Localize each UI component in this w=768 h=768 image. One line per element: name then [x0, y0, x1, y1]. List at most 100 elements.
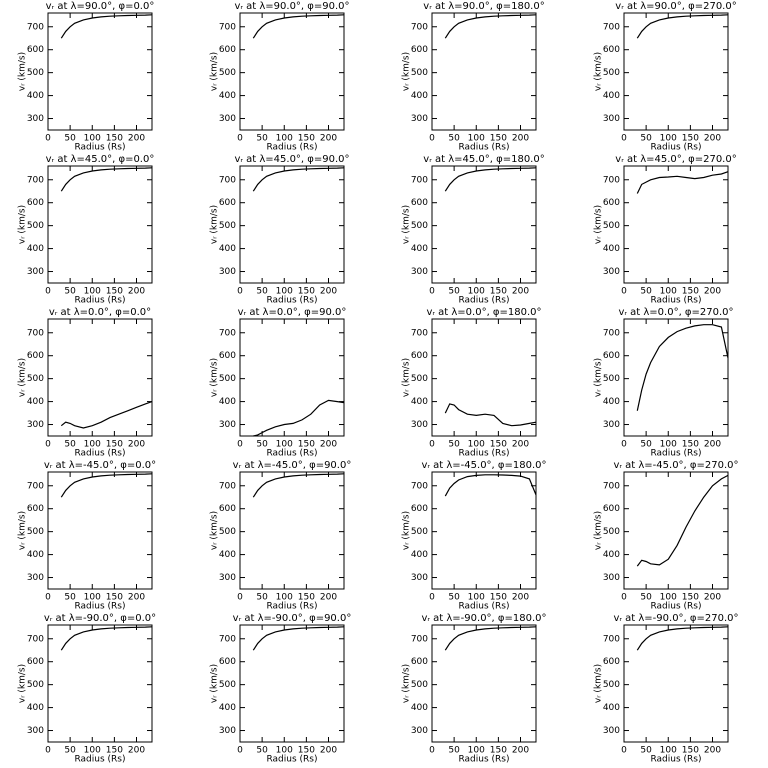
- plot-frame: [239, 624, 345, 743]
- x-tick-label: 200: [320, 134, 337, 144]
- y-axis-label: vᵣ (km/s): [210, 511, 220, 550]
- data-line: [60, 14, 153, 39]
- data-line: [636, 474, 729, 567]
- y-tick-label: 500: [411, 680, 428, 690]
- y-tick-label: 500: [219, 221, 236, 231]
- y-tick-label: 500: [219, 68, 236, 78]
- plot-frame: [431, 12, 537, 131]
- x-tick-label: 0: [429, 134, 435, 144]
- y-tick-label: 400: [27, 703, 44, 713]
- y-tick-label: 600: [603, 504, 620, 514]
- y-tick-label: 300: [219, 726, 236, 736]
- x-tick-label: 50: [256, 287, 268, 297]
- y-tick-label: 700: [411, 634, 428, 644]
- y-axis-label: vᵣ (km/s): [210, 205, 220, 244]
- y-tick-label: 600: [27, 657, 44, 667]
- x-axis-label: Radius (Rs): [266, 449, 317, 459]
- y-axis-label: vᵣ (km/s): [18, 511, 28, 550]
- y-tick-label: 600: [603, 351, 620, 361]
- y-tick-label: 300: [603, 573, 620, 583]
- x-axis-label: Radius (Rs): [266, 143, 317, 153]
- x-tick-label: 100: [84, 134, 101, 144]
- x-tick-label: 200: [704, 593, 721, 603]
- x-tick-label: 50: [256, 440, 268, 450]
- y-tick-label: 700: [411, 481, 428, 491]
- y-axis-label: vᵣ (km/s): [594, 358, 604, 397]
- y-tick-label: 700: [603, 22, 620, 32]
- y-axis-label: vᵣ (km/s): [18, 664, 28, 703]
- y-tick-label: 300: [411, 726, 428, 736]
- y-tick-label: 300: [27, 573, 44, 583]
- x-tick-label: 150: [682, 134, 699, 144]
- y-axis-label: vᵣ (km/s): [210, 664, 220, 703]
- y-tick-label: 600: [603, 45, 620, 55]
- x-tick-label: 100: [468, 134, 485, 144]
- x-tick-label: 0: [621, 440, 627, 450]
- y-tick-label: 300: [411, 573, 428, 583]
- y-tick-label: 600: [27, 198, 44, 208]
- plot-frame: [431, 624, 537, 743]
- x-tick-label: 0: [237, 593, 243, 603]
- x-tick-label: 0: [429, 746, 435, 756]
- y-tick-label: 500: [219, 374, 236, 384]
- x-tick-label: 0: [621, 746, 627, 756]
- x-tick-label: 0: [45, 593, 51, 603]
- y-tick-label: 300: [219, 114, 236, 124]
- plot-frame: [623, 165, 729, 284]
- y-tick-label: 500: [603, 221, 620, 231]
- y-tick-label: 600: [27, 45, 44, 55]
- y-tick-label: 300: [411, 420, 428, 430]
- x-tick-label: 200: [704, 134, 721, 144]
- x-axis-label: Radius (Rs): [650, 296, 701, 306]
- panel: vᵣ at λ=-90.0°, φ=0.0° 0 50 100 150 200 300 400…: [18, 613, 157, 765]
- x-tick-label: 0: [429, 287, 435, 297]
- plot-frame: [239, 318, 345, 437]
- y-tick-label: 500: [411, 68, 428, 78]
- y-tick-label: 300: [411, 114, 428, 124]
- data-line: [60, 401, 153, 429]
- panel: vᵣ at λ=45.0°, φ=0.0° 0 50 100 150 200 300 400 5…: [18, 154, 155, 306]
- x-tick-label: 100: [660, 287, 677, 297]
- x-tick-label: 150: [682, 287, 699, 297]
- panel: vᵣ at λ=-45.0°, φ=90.0° 0 50 100 150 200 300 40…: [210, 460, 352, 612]
- x-tick-label: 200: [128, 440, 145, 450]
- x-axis-label: Radius (Rs): [458, 296, 509, 306]
- y-tick-label: 700: [27, 328, 44, 338]
- y-tick-label: 600: [219, 351, 236, 361]
- x-tick-label: 50: [448, 287, 460, 297]
- data-line: [444, 14, 537, 39]
- y-axis-label: vᵣ (km/s): [402, 52, 412, 91]
- x-axis-label: Radius (Rs): [458, 449, 509, 459]
- panel-title: vᵣ at λ=-90.0°, φ=180.0°: [421, 613, 546, 624]
- plot-frame: [47, 471, 153, 590]
- data-line: [252, 473, 345, 498]
- y-tick-label: 700: [219, 22, 236, 32]
- y-axis-label: vᵣ (km/s): [18, 358, 28, 397]
- plot-frame: [623, 318, 729, 437]
- panel: vᵣ at λ=0.0°, φ=0.0° 0 50 100 150 200 300 400 50…: [18, 307, 153, 459]
- x-tick-label: 200: [128, 134, 145, 144]
- y-axis-label: vᵣ (km/s): [18, 52, 28, 91]
- x-tick-label: 50: [256, 746, 268, 756]
- y-tick-label: 400: [219, 397, 236, 407]
- data-line: [60, 167, 153, 192]
- x-tick-label: 150: [106, 440, 123, 450]
- y-tick-label: 400: [603, 550, 620, 560]
- y-tick-label: 500: [411, 221, 428, 231]
- y-tick-label: 700: [27, 175, 44, 185]
- x-tick-label: 0: [621, 593, 627, 603]
- y-tick-label: 300: [27, 114, 44, 124]
- x-tick-label: 150: [490, 287, 507, 297]
- x-tick-label: 150: [298, 134, 315, 144]
- y-axis-label: vᵣ (km/s): [18, 205, 28, 244]
- panel: vᵣ at λ=-45.0°, φ=0.0° 0 50 100 150 200 300 400…: [18, 460, 157, 612]
- panel-title: vᵣ at λ=-45.0°, φ=180.0°: [421, 460, 546, 471]
- y-tick-label: 400: [219, 703, 236, 713]
- panel-title: vᵣ at λ=90.0°, φ=180.0°: [423, 1, 544, 12]
- y-tick-label: 400: [411, 550, 428, 560]
- panel: vᵣ at λ=45.0°, φ=270.0° 0 50 100 150 200 300 40…: [594, 154, 737, 306]
- y-tick-label: 400: [411, 91, 428, 101]
- data-line: [252, 14, 345, 39]
- panel-title: vᵣ at λ=-90.0°, φ=0.0°: [44, 613, 156, 624]
- y-tick-label: 600: [27, 351, 44, 361]
